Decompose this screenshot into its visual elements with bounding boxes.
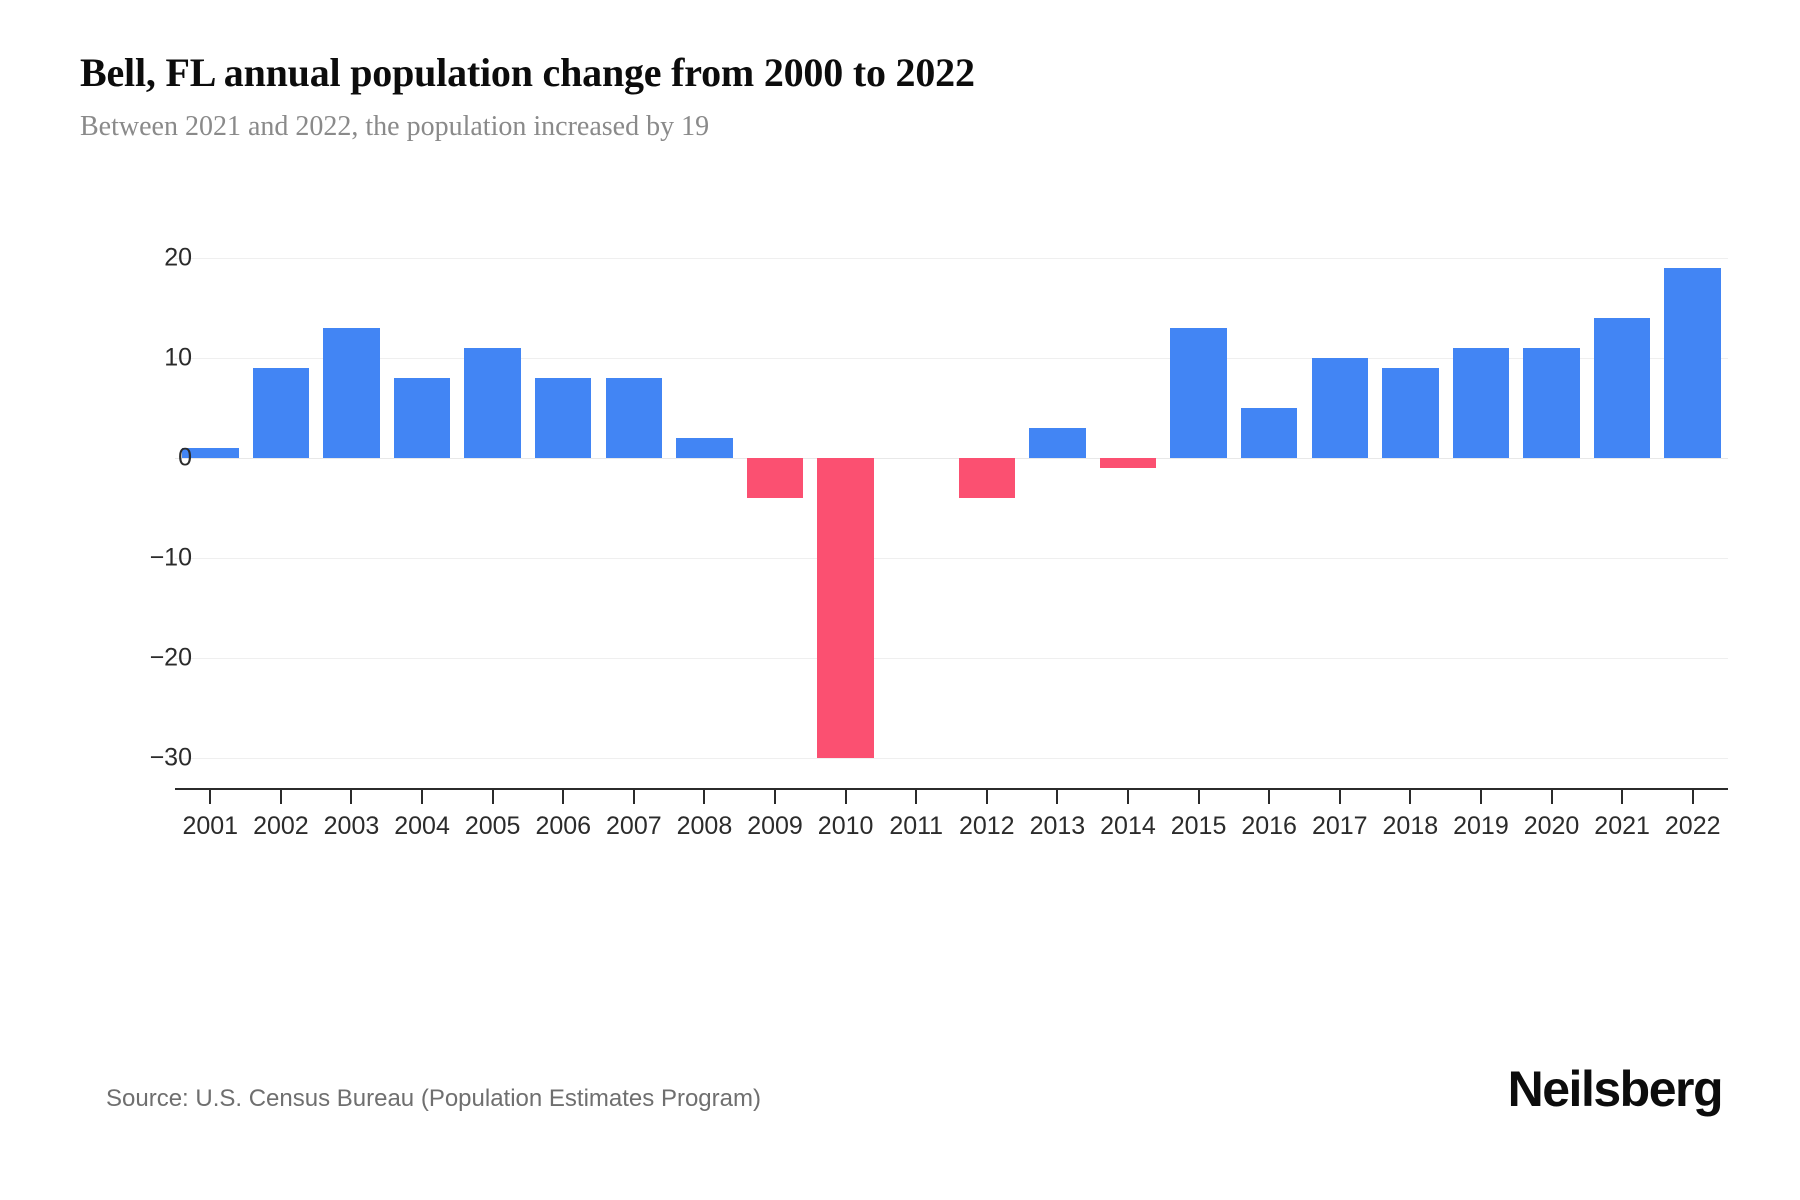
y-axis-tick-label: −30 bbox=[149, 743, 192, 772]
source-note: Source: U.S. Census Bureau (Population E… bbox=[106, 1085, 761, 1112]
gridline bbox=[175, 458, 1728, 459]
x-axis-tick-label: 2008 bbox=[676, 812, 733, 840]
y-axis-tick-label: −20 bbox=[149, 643, 192, 672]
x-axis-tick-label: 2011 bbox=[889, 812, 944, 840]
x-axis-tick bbox=[1126, 790, 1129, 804]
bar-series bbox=[175, 258, 1728, 758]
plot-canvas bbox=[175, 258, 1728, 759]
x-axis-tick-label: 2017 bbox=[1311, 812, 1368, 840]
x-axis-tick-label: 2005 bbox=[464, 812, 521, 840]
y-axis-tick-label: 10 bbox=[164, 343, 192, 372]
bar-2010[interactable] bbox=[817, 458, 874, 758]
chart-subtitle: Between 2021 and 2022, the population in… bbox=[80, 111, 710, 142]
x-axis-tick-label: 2019 bbox=[1453, 812, 1509, 840]
x-axis-tick-label: 2018 bbox=[1382, 812, 1439, 840]
bar-2004[interactable] bbox=[393, 378, 451, 458]
x-axis-tick-label: 2004 bbox=[394, 812, 450, 840]
y-axis-tick-label: 0 bbox=[178, 443, 192, 472]
gridline bbox=[175, 258, 1728, 259]
bar-2003[interactable] bbox=[323, 328, 380, 458]
gridline bbox=[175, 558, 1728, 559]
x-axis-tick bbox=[1550, 790, 1553, 804]
bar-2006[interactable] bbox=[535, 378, 592, 458]
x-axis-tick-label: 2006 bbox=[535, 812, 592, 840]
x-axis-line bbox=[175, 788, 1728, 790]
x-axis-tick-label: 2016 bbox=[1241, 812, 1297, 840]
x-axis-tick-label: 2015 bbox=[1170, 812, 1227, 840]
x-axis-tick-label: 2007 bbox=[606, 812, 662, 840]
x-axis-tick-label: 2003 bbox=[323, 812, 380, 840]
bar-2002[interactable] bbox=[252, 368, 310, 458]
x-axis-tick bbox=[985, 790, 988, 804]
bar-2016[interactable] bbox=[1240, 408, 1298, 458]
bar-2015[interactable] bbox=[1170, 328, 1227, 458]
x-axis-tick bbox=[844, 790, 847, 804]
x-axis-tick-label: 2021 bbox=[1594, 812, 1650, 840]
bar-2013[interactable] bbox=[1029, 428, 1086, 458]
x-axis-tick bbox=[1268, 790, 1271, 804]
x-axis-tick-label: 2014 bbox=[1100, 812, 1156, 840]
x-axis-tick bbox=[1409, 790, 1412, 804]
bar-2022[interactable] bbox=[1664, 268, 1721, 458]
bar-2008[interactable] bbox=[676, 438, 733, 458]
x-axis-tick-label: 2022 bbox=[1664, 812, 1721, 840]
x-axis-tick-label: 2012 bbox=[958, 812, 1015, 840]
x-axis-tick bbox=[632, 790, 635, 804]
y-axis-tick-label: −10 bbox=[149, 543, 192, 572]
x-axis-tick-label: 2002 bbox=[253, 812, 309, 840]
x-axis-tick bbox=[279, 790, 282, 804]
x-axis-tick bbox=[1621, 790, 1624, 804]
x-axis-tick-label: 2013 bbox=[1029, 812, 1086, 840]
x-axis-tick bbox=[1197, 790, 1200, 804]
x-axis-tick bbox=[209, 790, 212, 804]
x-axis-tick bbox=[1479, 790, 1482, 804]
x-axis-tick bbox=[1338, 790, 1341, 804]
chart-header: Bell, FL annual population change from 2… bbox=[80, 50, 1680, 144]
x-axis-tick-label: 2020 bbox=[1523, 812, 1580, 840]
x-axis-tick bbox=[774, 790, 777, 804]
gridline bbox=[175, 758, 1728, 759]
x-axis-tick bbox=[915, 790, 918, 804]
x-axis-tick bbox=[491, 790, 494, 804]
x-axis-tick-label: 2010 bbox=[817, 812, 874, 840]
bar-2018[interactable] bbox=[1382, 368, 1439, 458]
bar-2012[interactable] bbox=[958, 458, 1016, 498]
bar-2021[interactable] bbox=[1593, 318, 1651, 458]
x-axis-tick bbox=[421, 790, 424, 804]
bar-2007[interactable] bbox=[605, 378, 663, 458]
bar-2009[interactable] bbox=[746, 458, 804, 498]
x-axis-tick bbox=[350, 790, 353, 804]
bar-2017[interactable] bbox=[1311, 358, 1368, 458]
bar-2019[interactable] bbox=[1452, 348, 1510, 458]
gridline bbox=[175, 658, 1728, 659]
x-axis-tick bbox=[703, 790, 706, 804]
x-axis-tick bbox=[1056, 790, 1059, 804]
x-axis-tick bbox=[1691, 790, 1694, 804]
bar-2001[interactable] bbox=[182, 448, 239, 458]
bar-2014[interactable] bbox=[1099, 458, 1157, 468]
x-axis-tick-label: 2001 bbox=[182, 812, 239, 840]
bar-2020[interactable] bbox=[1523, 348, 1580, 458]
bar-2005[interactable] bbox=[464, 348, 521, 458]
x-axis-tick-label: 2009 bbox=[747, 812, 803, 840]
brand-logo: Neilsberg bbox=[1507, 1061, 1724, 1117]
y-axis-tick-label: 20 bbox=[164, 243, 192, 272]
gridline bbox=[175, 358, 1728, 359]
page-title: Bell, FL annual population change from 2… bbox=[80, 50, 975, 95]
x-axis-tick bbox=[562, 790, 565, 804]
